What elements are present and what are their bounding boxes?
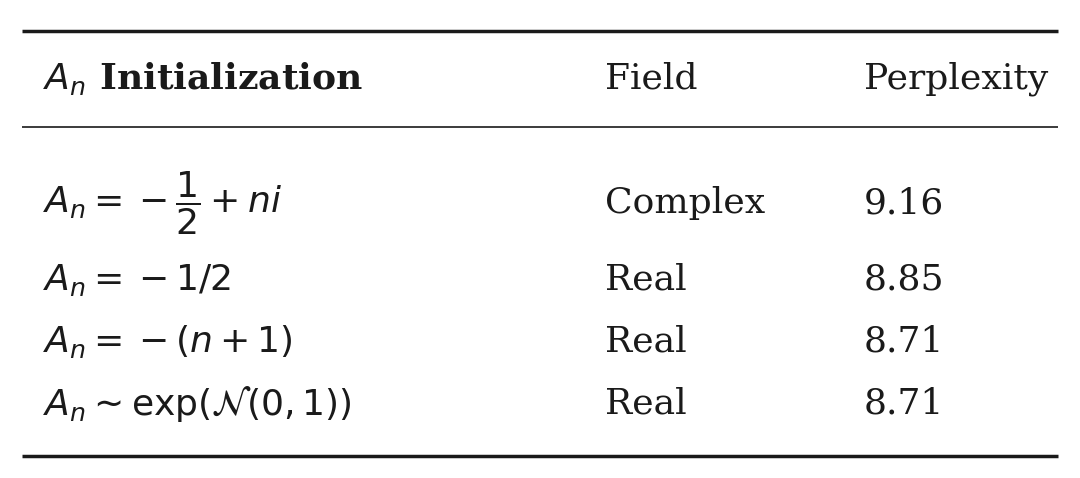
Text: 8.71: 8.71 [864,325,944,359]
Text: Real: Real [605,387,687,421]
Text: $A_n = -(n+1)$: $A_n = -(n+1)$ [43,323,293,360]
Text: $A_n = -1/2$: $A_n = -1/2$ [43,261,231,298]
Text: Complex: Complex [605,186,765,220]
Text: Real: Real [605,325,687,359]
Text: 8.85: 8.85 [864,262,945,297]
Text: Perplexity: Perplexity [864,62,1049,96]
Text: $A_n \sim \exp(\mathcal{N}(0,1))$: $A_n \sim \exp(\mathcal{N}(0,1))$ [43,384,352,424]
Text: Field: Field [605,62,698,96]
Text: $A_n = -\dfrac{1}{2} + ni$: $A_n = -\dfrac{1}{2} + ni$ [43,170,282,237]
Text: 9.16: 9.16 [864,186,944,220]
Text: $\boldsymbol{A_n}$ Initialization: $\boldsymbol{A_n}$ Initialization [43,60,364,98]
Text: 8.71: 8.71 [864,387,944,421]
Text: Real: Real [605,262,687,297]
